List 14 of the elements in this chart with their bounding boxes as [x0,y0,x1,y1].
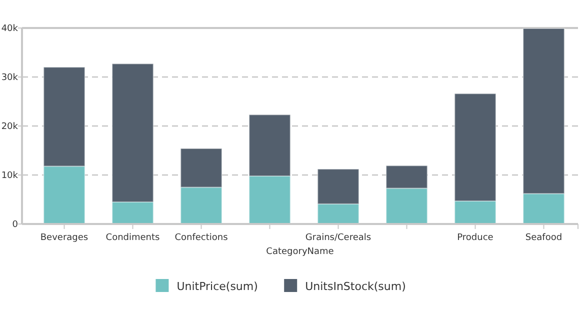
x-tick-label: Produce [457,233,494,243]
x-axis-title: CategoryName [266,247,334,257]
y-tick-label: 20k [1,122,19,132]
x-tick-label: Confections [174,233,228,243]
legend-label: UnitPrice(sum) [176,280,258,293]
x-tick-label: Beverages [40,233,88,243]
x-tick-label: Grains/Cereals [305,233,372,243]
y-tick-label: 10k [1,171,19,182]
y-tick-label: 30k [1,73,19,84]
y-tick-label: 40k [1,24,19,34]
y-tick-label: 0 [12,220,18,230]
legend-label: UnitsInStock(sum) [305,280,406,293]
x-tick-label: Condiments [106,233,160,243]
x-tick-label: Seafood [525,233,562,243]
